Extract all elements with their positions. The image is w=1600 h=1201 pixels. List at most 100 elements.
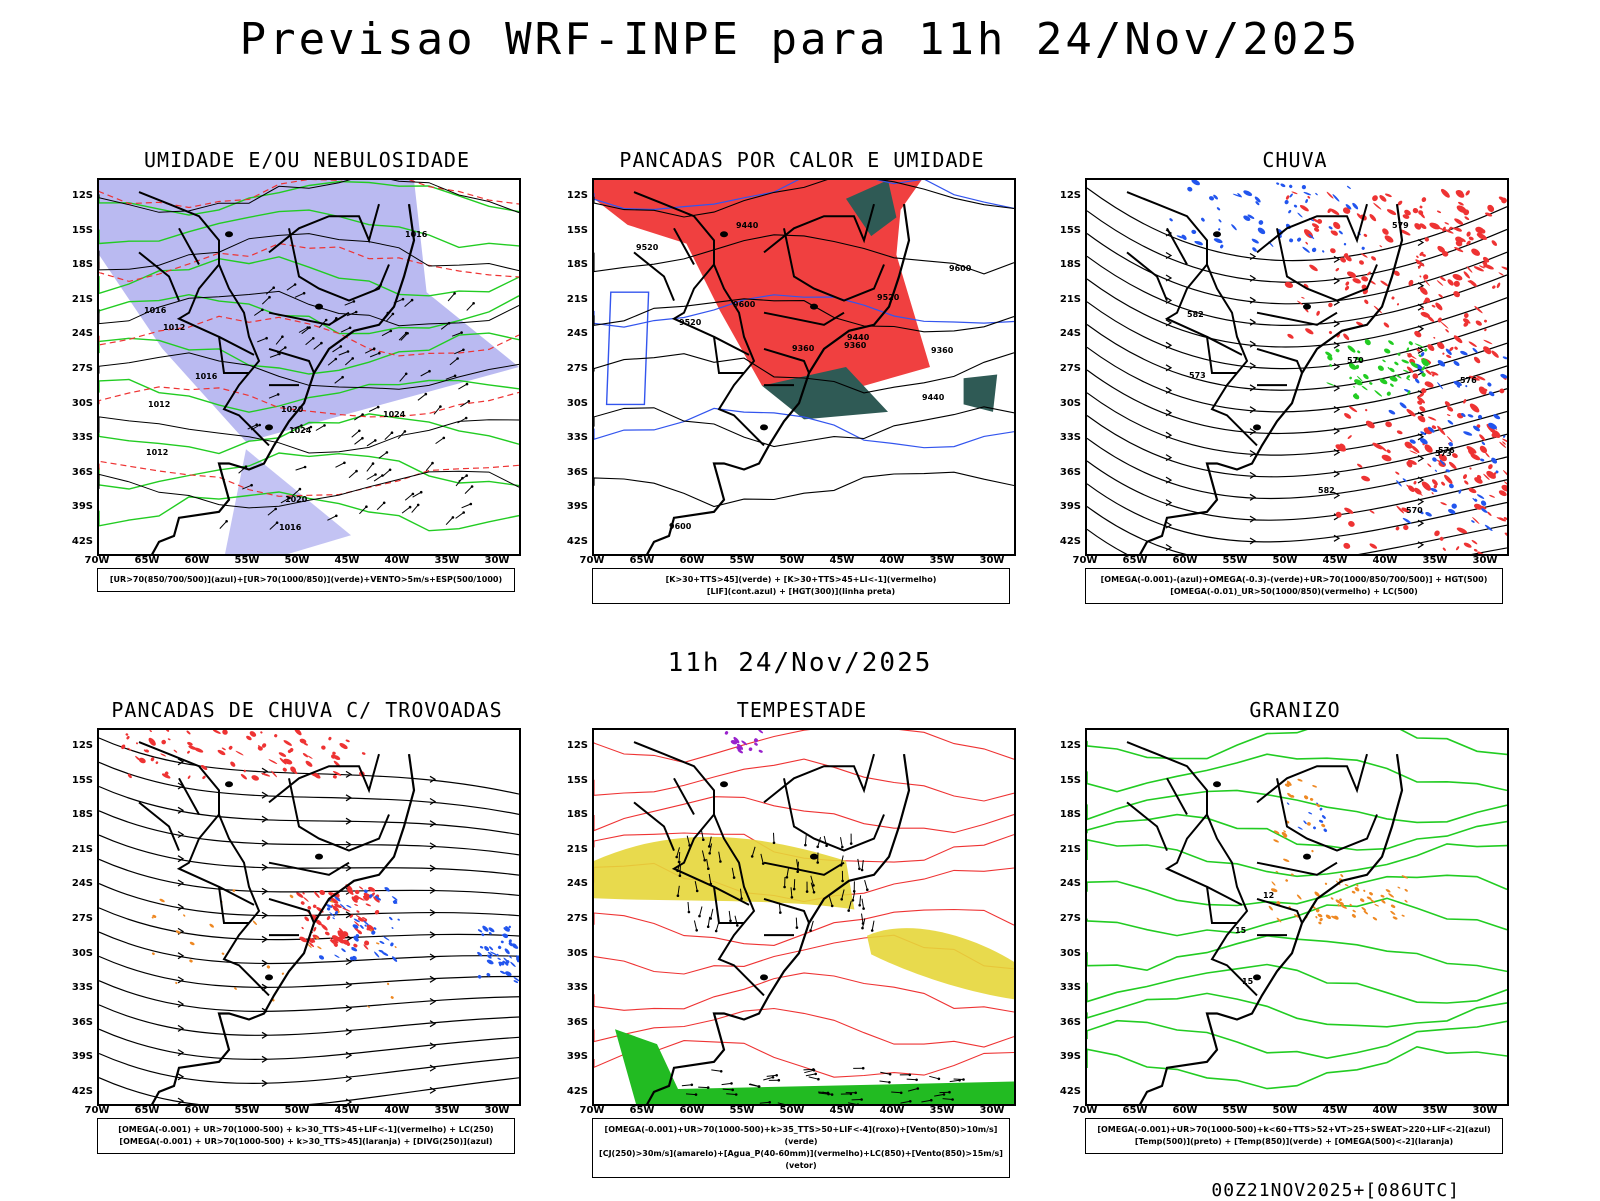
wind-vector-head	[806, 890, 809, 893]
field-cell	[1452, 273, 1464, 282]
lat-tick-label: 15S	[1051, 775, 1081, 786]
lat-tick-label: 30S	[63, 948, 93, 959]
lon-tick-label: 70W	[82, 1105, 112, 1116]
wind-vector-head	[431, 462, 434, 465]
field-cell	[1242, 189, 1253, 197]
field-cell	[1481, 441, 1485, 446]
wind-vector-head	[861, 869, 864, 872]
wind-vector-head	[439, 405, 442, 408]
field-cell	[1351, 913, 1356, 918]
field-cell	[1308, 264, 1318, 273]
wind-vector-head	[471, 485, 474, 488]
streamline	[99, 859, 519, 895]
field-cell	[266, 965, 271, 969]
lat-tick-label: 12S	[63, 740, 93, 751]
wind-vector	[679, 852, 680, 862]
wind-vector-head	[276, 521, 279, 524]
panel-title-pancadas-calor: PANCADAS POR CALOR E UMIDADE	[582, 148, 1022, 172]
field-cell	[1307, 195, 1311, 199]
field-cell	[317, 946, 322, 950]
wind-vector	[694, 921, 696, 931]
field-cell	[1318, 921, 1322, 925]
contour-label: 9360	[931, 346, 954, 355]
field-cell	[1415, 343, 1425, 348]
lon-tick-label: 35W	[432, 1105, 462, 1116]
field-cell	[151, 952, 155, 956]
wind-vector-head	[460, 331, 463, 334]
contour-label: 573	[1435, 449, 1452, 458]
field-cell	[1169, 218, 1174, 222]
contour-label: 9440	[922, 393, 945, 402]
field-cell	[1301, 184, 1307, 190]
field-cell	[1380, 280, 1389, 287]
lat-tick-label: 36S	[63, 467, 93, 478]
lat-tick-label: 36S	[1051, 467, 1081, 478]
field-cell	[1360, 275, 1368, 282]
flow-arrow	[430, 799, 435, 805]
wind-vector	[426, 463, 432, 471]
field-cell	[1286, 802, 1289, 805]
field-cell	[212, 730, 221, 735]
lon-tick-label: 55W	[232, 555, 262, 566]
field-cell	[304, 916, 310, 922]
main-title: Previsao WRF-INPE para 11h 24/Nov/2025	[0, 14, 1600, 65]
field-cell	[1280, 183, 1286, 188]
field-cell	[1332, 220, 1342, 230]
field-cell	[1473, 356, 1482, 365]
field-cell	[1284, 199, 1290, 205]
field-cell	[1317, 913, 1323, 918]
field-cell	[1496, 282, 1501, 289]
streamline	[1087, 347, 1507, 412]
wind-vector-head	[272, 286, 275, 289]
lat-tick-label: 39S	[558, 1051, 588, 1062]
lake	[810, 304, 818, 310]
lon-tick-label: 60W	[677, 1105, 707, 1116]
contour-label: 9600	[949, 264, 972, 273]
field-cell	[1452, 290, 1461, 299]
wind-vector-head	[775, 1074, 778, 1077]
field-cell	[1465, 385, 1468, 388]
field-cell	[354, 889, 360, 895]
flow-arrow	[430, 1065, 435, 1071]
wind-vector-head	[452, 516, 455, 519]
instability-green-area	[964, 374, 998, 411]
field-cell	[481, 925, 489, 933]
wind-vector-head	[265, 337, 268, 340]
field-cell	[1289, 238, 1294, 243]
lat-tick-label: 27S	[63, 913, 93, 924]
wind-vector-head	[698, 915, 701, 918]
wind-vector	[316, 425, 325, 430]
field-cell	[363, 889, 368, 894]
lat-tick-label: 21S	[1051, 294, 1081, 305]
field-cell	[1345, 281, 1350, 287]
contour-label: 579	[1392, 221, 1409, 230]
field-cell	[1323, 828, 1328, 833]
lon-tick-label: 35W	[927, 1105, 957, 1116]
lat-tick-label: 27S	[1051, 363, 1081, 374]
wind-vector-head	[779, 911, 782, 914]
legend-line: [OMEGA(-0.001)+UR>70(1000-500)+k<60+TTS>…	[1088, 1124, 1500, 1136]
lat-tick-label: 15S	[558, 225, 588, 236]
contour-label: 1012	[163, 323, 185, 332]
state-border	[179, 815, 249, 924]
flow-arrow	[1250, 516, 1255, 522]
contour-line	[594, 759, 1014, 801]
field-cell	[1321, 814, 1326, 819]
field-cell	[1369, 509, 1375, 514]
lon-tick-label: 40W	[877, 555, 907, 566]
wind-vector-head	[454, 375, 457, 378]
wind-vector	[862, 914, 864, 924]
field-cell	[1346, 344, 1356, 353]
lon-tick-label: 30W	[482, 555, 512, 566]
field-cell	[1340, 874, 1344, 878]
field-cell	[1448, 483, 1455, 489]
field-cell	[365, 903, 371, 907]
field-cell	[1433, 336, 1436, 339]
wind-vector-head	[412, 493, 415, 496]
lake	[720, 781, 728, 787]
wind-vector	[950, 1080, 960, 1081]
field-cell	[373, 951, 379, 958]
field-cell	[235, 750, 244, 756]
lon-tick-label: 65W	[132, 555, 162, 566]
wind-vector-head	[816, 846, 819, 849]
